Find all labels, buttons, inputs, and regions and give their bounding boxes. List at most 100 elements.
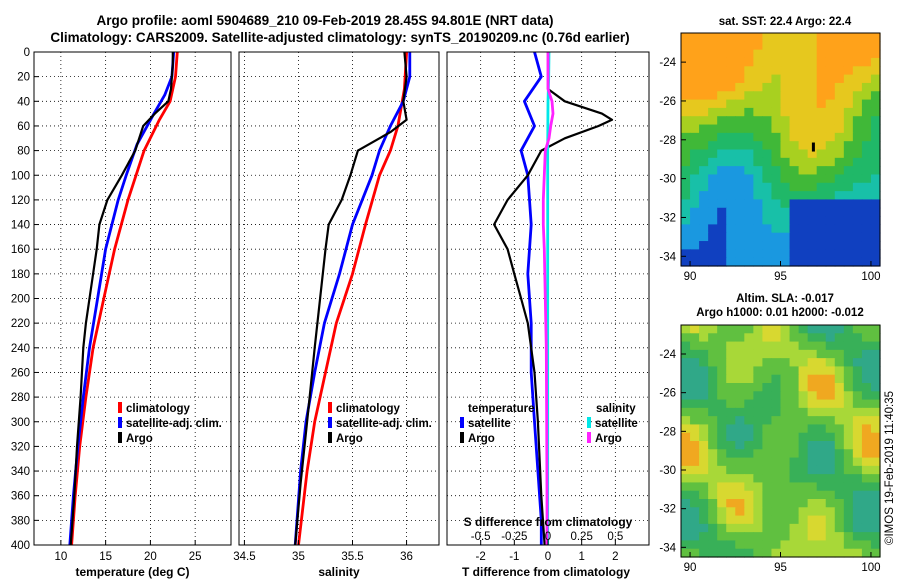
map-cell [789,441,800,450]
map-cell [735,33,745,42]
map-cell [789,532,800,542]
map-cell [825,366,836,376]
map-cell [816,232,827,242]
map-cell [726,349,736,359]
map-cell [690,157,700,167]
map-cell [816,99,827,109]
map-cell [816,449,827,459]
map-cell [789,449,800,459]
map-cell [699,349,709,359]
map-cell [798,41,809,51]
map-cell [789,107,800,117]
map-cell [753,407,764,417]
map-cell [771,391,782,401]
map-cell [744,490,754,500]
map-cell [816,174,827,184]
map-cell [861,407,872,417]
map-cell [825,33,836,42]
map-cell [807,41,818,51]
map-cell [753,449,764,459]
x-axis-label: T difference from climatology [462,565,630,579]
map-cell [735,124,745,134]
y-tick-label: 200 [11,294,30,306]
map-cell [744,91,754,101]
map-cell [708,391,718,401]
map-cell [834,391,845,401]
map-cell [780,441,791,450]
map-cell [816,374,827,384]
map-cell [744,241,754,250]
map-cell [762,499,773,508]
map-cell [807,116,818,126]
map-cell [699,482,709,492]
map-cell [789,249,800,259]
map-cell [834,374,845,384]
map-cell [780,358,791,368]
map-cell [690,548,700,558]
map-cell [681,416,691,426]
map-cell [870,474,881,484]
map-cell [825,107,836,117]
map-cell [681,499,691,508]
map-cell [780,457,791,467]
map-cell [699,507,709,517]
x-tick-label: 0 [545,551,551,563]
y-tick-label: 80 [17,146,30,158]
map-cell [762,515,773,525]
map-cell [807,457,818,467]
map-cell [681,383,691,392]
map-cell [771,416,782,426]
map-cell [789,341,800,351]
map-cell [744,507,754,517]
legend-swatch-sal-satellite [587,417,591,428]
map-cell [690,341,700,351]
map-cell [834,99,845,109]
map-cell [807,207,818,217]
map-cell [762,548,773,558]
map-cell [726,174,736,184]
map-cell [681,99,691,109]
map-cell [807,132,818,142]
map-cell [762,358,773,368]
map-cell [843,82,854,92]
map-cell [753,515,764,525]
map-cell [870,548,881,558]
map-cell [708,207,718,217]
map-cell [708,432,718,442]
map-cell [789,74,800,84]
map-cell [771,507,782,517]
map-cell [762,116,773,126]
map-cell [780,232,791,242]
map-cell [834,33,845,42]
map-cell [843,333,854,343]
map-cell [735,191,745,201]
map-cell [816,349,827,359]
map-cell [861,540,872,550]
map-cell [807,366,818,376]
map-cell [708,474,718,484]
legend-title-salinity: salinity [596,403,636,415]
map-cell [681,107,691,117]
map-y-tick-label: -28 [659,135,676,147]
map-cell [861,182,872,192]
map-cell [843,383,854,392]
map-cell [744,57,754,67]
map-cell [843,407,854,417]
map-cell [690,416,700,426]
map-cell [708,132,718,142]
map-cell [870,441,881,450]
map-cell [825,391,836,401]
map-cell [771,399,782,409]
map-cell [807,199,818,209]
map-cell [780,432,791,442]
y-tick-label: 220 [11,318,30,330]
map-cell [807,49,818,59]
map-cell [699,358,709,368]
map-cell [708,82,718,92]
map-cell [735,82,745,92]
map-cell [798,116,809,126]
map-cell [807,74,818,84]
map-cell [807,399,818,409]
map-cell [744,66,754,76]
map-cell [807,432,818,442]
